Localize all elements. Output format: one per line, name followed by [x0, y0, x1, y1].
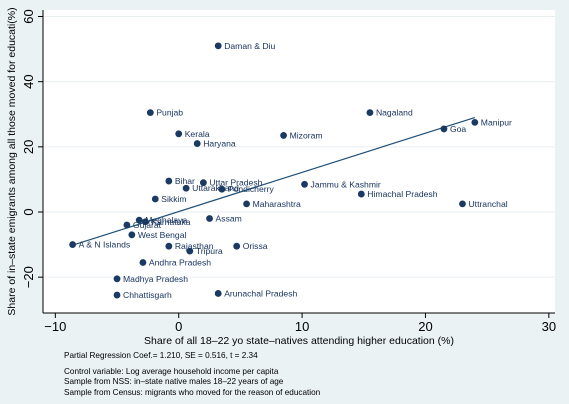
- point-label: Kerala: [185, 129, 210, 139]
- scatter-point: [151, 195, 159, 203]
- point-label: Pondicherry: [228, 184, 275, 194]
- point-label: Rajasthan: [175, 241, 214, 251]
- point-label: Daman & Diu: [224, 41, 275, 51]
- regression-stats: Partial Regression Coef.= 1.210, SE = 0.…: [64, 351, 258, 360]
- scatter-point: [186, 247, 194, 255]
- point-label: Mizoram: [290, 130, 323, 140]
- x-tick-label: 30: [542, 319, 556, 334]
- point-label: West Bengal: [138, 230, 187, 240]
- scatter-point: [280, 132, 287, 139]
- regression-line: [72, 116, 475, 246]
- scatter-point: [146, 109, 154, 117]
- point-label: Madhya Pradesh: [123, 274, 188, 284]
- point-label: Gujarat: [133, 220, 162, 230]
- control-variable-note: Control variable: Log average household …: [64, 366, 279, 376]
- scatter-point: [357, 190, 365, 198]
- scatter-point: [165, 177, 173, 185]
- x-tick-label: −10: [44, 319, 66, 334]
- point-label: Punjab: [156, 108, 183, 118]
- point-label: Sikkim: [161, 194, 186, 204]
- x-tick-label: 0: [175, 319, 182, 334]
- scatter-point: [193, 140, 201, 147]
- plot-area: [43, 10, 555, 313]
- point-label: Uttranchal: [468, 199, 507, 209]
- scatter-plot: Daman & Diu Punjab Nagaland Manipur Goa Keral…: [6, 7, 556, 347]
- point-label: Nagaland: [376, 108, 413, 118]
- point-label: Uttarakhand: [192, 183, 239, 193]
- scatter-point: [206, 215, 213, 222]
- x-axis-title: Share of all 18–22 yo state–natives atte…: [144, 335, 454, 347]
- scatter-point: [214, 42, 222, 50]
- point-label: Orissa: [243, 241, 268, 251]
- scatter-point: [471, 119, 479, 126]
- point-label: Uttar Pradesh: [209, 178, 262, 188]
- point-label: Himachal Pradesh: [367, 189, 437, 199]
- point-label: Goa: [450, 124, 466, 134]
- point-label: Tripura: [196, 246, 223, 256]
- point-label: Haryana: [203, 139, 236, 149]
- point-label: Manipur: [481, 117, 512, 127]
- point-label: Meghalaya: [145, 215, 187, 225]
- scatter-point: [182, 184, 190, 192]
- point-label: Andhra Pradesh: [149, 258, 211, 268]
- y-tick-label: −20: [21, 266, 36, 288]
- y-tick-label: 60: [21, 9, 36, 23]
- scatter-point: [440, 125, 448, 133]
- scatter-point: [214, 290, 222, 297]
- scatter-point: [135, 216, 143, 224]
- scatter-point: [139, 259, 147, 266]
- nss-sample-note: Sample from NSS: in–state native males 1…: [64, 377, 284, 386]
- scatter-point: [69, 241, 77, 248]
- x-tick-label: 10: [295, 319, 309, 334]
- scatter-point: [366, 109, 374, 117]
- scatter-point: [128, 231, 136, 239]
- scatter-point: [243, 200, 250, 208]
- point-label: Jammu & Kashmir: [311, 179, 381, 189]
- scatter-point: [113, 291, 121, 299]
- y-tick-label: 40: [21, 74, 36, 88]
- y-tick-label: 20: [21, 140, 36, 154]
- scatter-point: [142, 218, 149, 226]
- census-sample-note: Sample from Census: migrants who moved f…: [64, 387, 321, 397]
- scatter-point: [175, 130, 183, 138]
- point-label: Maharashtra: [253, 199, 301, 209]
- scatter-point: [165, 242, 173, 250]
- scatter-point: [301, 180, 308, 188]
- point-label: Karnataka: [151, 217, 190, 227]
- scatter-point: [233, 242, 241, 250]
- point-label: A & N Islands: [79, 240, 131, 250]
- point-label: Bihar: [175, 176, 195, 186]
- scatter-point: [123, 221, 131, 229]
- point-label: Arunachal Pradesh: [224, 288, 297, 298]
- y-axis-title: Share of in–state emigrants among all th…: [6, 7, 18, 315]
- scatter-point: [218, 185, 226, 193]
- chart-footer: Partial Regression Coef.= 1.210, SE = 0.…: [64, 351, 320, 398]
- x-tick-label: 20: [418, 319, 432, 334]
- scatter-point: [459, 200, 466, 208]
- point-label: Chhattisgarh: [123, 290, 172, 300]
- scatter-point: [113, 275, 121, 283]
- point-label: Assam: [216, 214, 242, 224]
- scatter-point: [199, 179, 207, 187]
- y-tick-label: 0: [21, 208, 36, 215]
